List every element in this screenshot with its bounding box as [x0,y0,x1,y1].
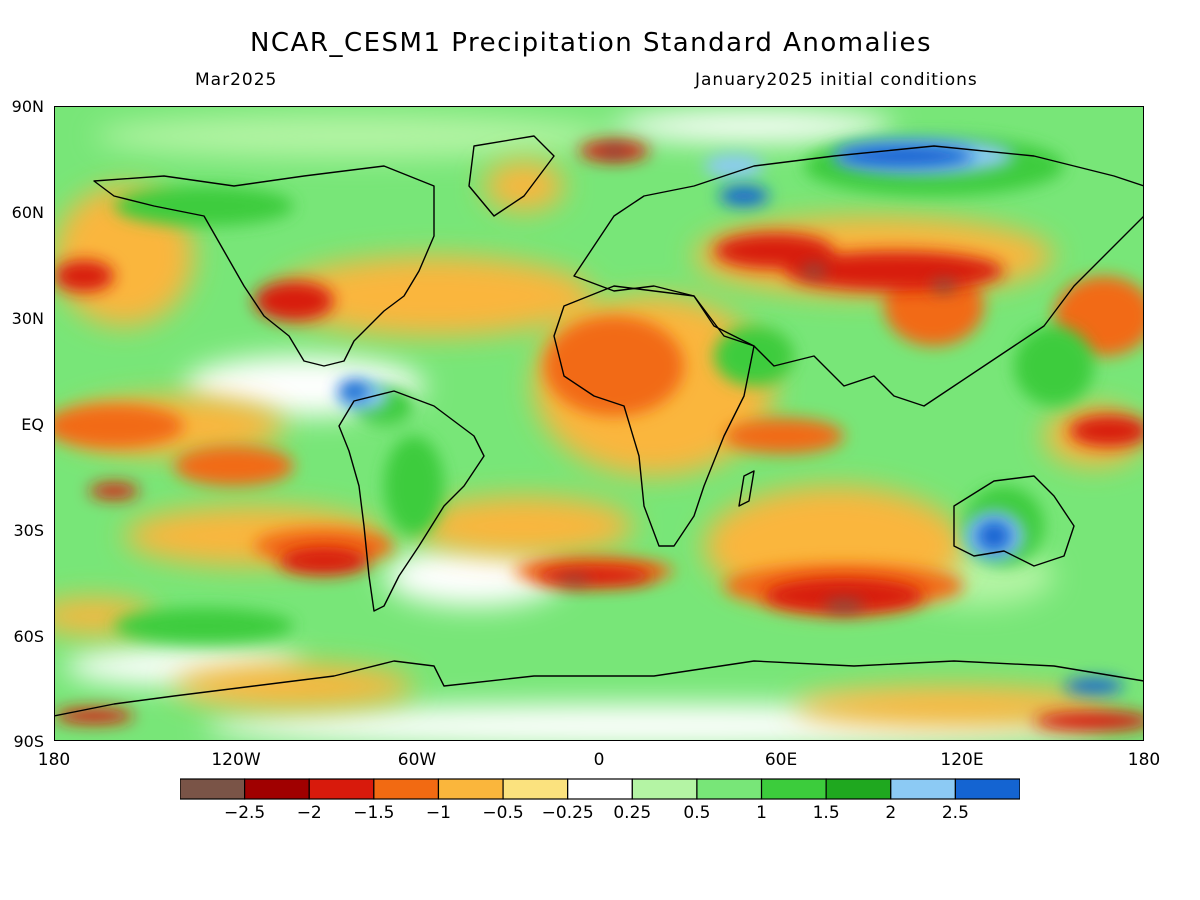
legend-tick-label: 0.25 [613,803,652,823]
legend-swatch [180,778,246,800]
legend-swatch [373,778,440,800]
initial-conditions: January2025 initial conditions [695,70,978,90]
coastlines [54,135,1144,717]
legend-tick-label: −0.5 [482,803,524,823]
legend-swatch [244,778,310,800]
legend-tick-label: −1 [425,803,451,823]
lat-label-90s: 90S [13,732,44,751]
lat-label-90n: 90N [11,97,44,116]
legend-tick-label: 1.5 [812,803,840,823]
legend-tick-label: 2.5 [941,803,969,823]
legend-tick-label: −1.5 [353,803,395,823]
lat-label-30n: 30N [11,309,44,328]
lon-label-120w: 120W [211,750,261,770]
lat-label-60n: 60N [11,203,44,222]
lon-label-180w: 180 [37,750,71,770]
anomaly-field [54,106,1144,741]
legend-swatch [567,778,633,800]
lon-label-180e: 180 [1127,750,1161,770]
legend-swatch [954,778,1020,800]
lon-label-120e: 120E [940,750,984,770]
legend-tick-label: 1 [756,803,767,823]
map-title: NCAR_CESM1 Precipitation Standard Anomal… [249,28,933,58]
legend-swatch [631,778,698,800]
legend-colorbar [180,778,1020,800]
lat-label-30s: 30S [13,521,44,540]
legend-swatch [308,778,375,800]
legend-tick-label: 0.5 [683,803,711,823]
legend-tick-label: −2.5 [223,803,266,823]
legend-swatch [760,778,827,800]
forecast-month: Mar2025 [195,70,278,90]
legend-swatch [825,778,892,800]
legend-tick-label: 2 [885,803,897,823]
legend-swatch [696,778,763,800]
legend-swatch [437,778,504,800]
lon-label-0: 0 [593,750,605,770]
lon-label-60e: 60E [764,750,798,770]
legend-swatch [890,778,956,800]
lat-label-60s: 60S [13,627,44,646]
lon-label-60w: 60W [397,750,437,770]
lat-label-eq: EQ [21,415,44,434]
legend-tick-label: −2 [296,803,322,823]
precip-anomaly-map [54,106,1144,741]
legend-tick-label: −0.25 [541,803,594,823]
legend-swatch [502,778,569,800]
